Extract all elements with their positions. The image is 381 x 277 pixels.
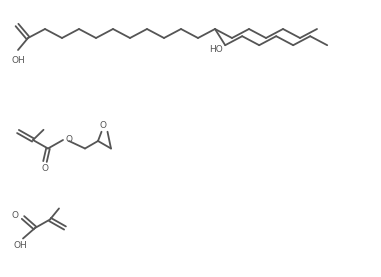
Text: HO: HO [209, 45, 223, 54]
Text: O: O [66, 135, 73, 143]
Text: O: O [11, 211, 18, 220]
Text: OH: OH [11, 56, 25, 65]
Text: O: O [100, 121, 107, 130]
Text: O: O [42, 164, 48, 173]
Text: OH: OH [13, 241, 27, 250]
